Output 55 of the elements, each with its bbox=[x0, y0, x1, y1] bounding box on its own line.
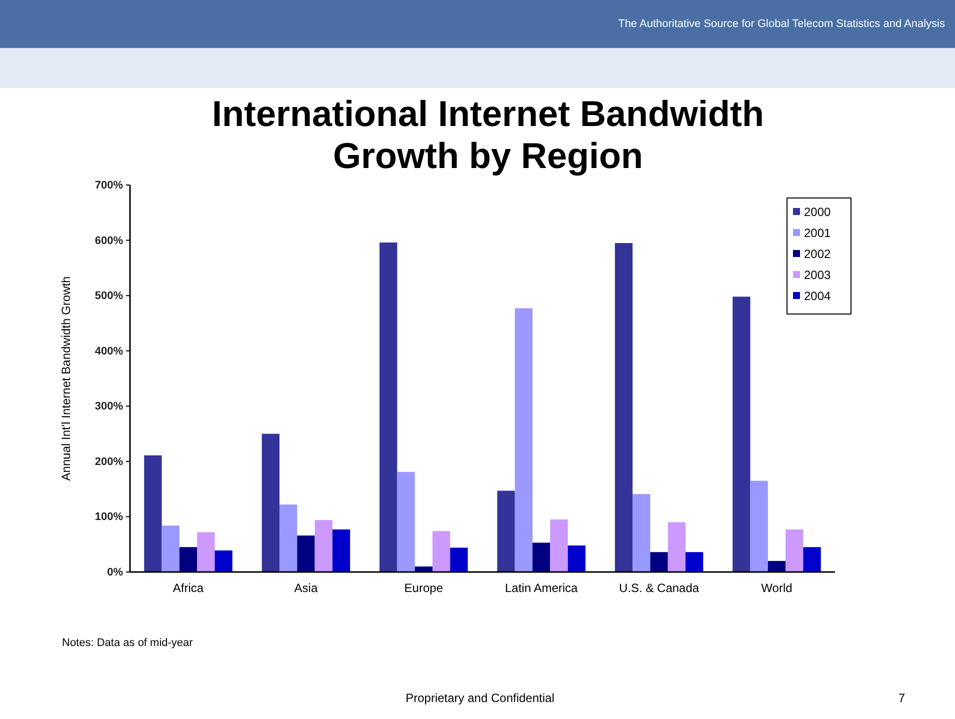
x-tick-label: Africa bbox=[172, 580, 204, 595]
bar bbox=[179, 547, 198, 572]
legend-label: 2001 bbox=[804, 226, 832, 240]
bar bbox=[380, 242, 398, 572]
text: Notes: Data as of mid-year bbox=[62, 637, 194, 649]
bar bbox=[786, 529, 804, 572]
chart-title: International Internet Bandwidth Growth by Region bbox=[212, 93, 764, 176]
y-tick-label: 300% bbox=[94, 400, 124, 413]
y-tick-label: 100% bbox=[94, 511, 124, 524]
bar bbox=[650, 552, 668, 572]
y-tick-label: 200% bbox=[94, 456, 124, 468]
bar bbox=[732, 296, 750, 572]
bar bbox=[314, 520, 332, 572]
bar bbox=[532, 542, 550, 572]
y-tick-label: 700% bbox=[94, 180, 124, 192]
legend-label: 2004 bbox=[804, 289, 832, 303]
bar bbox=[614, 243, 633, 572]
bar bbox=[686, 552, 704, 572]
text: Proprietary and Confidential bbox=[406, 691, 554, 705]
legend-label: 2000 bbox=[804, 205, 832, 219]
y-tick-label: 400% bbox=[94, 345, 124, 358]
legend-label: 2002 bbox=[804, 247, 832, 261]
text: 7 bbox=[898, 691, 906, 705]
y-axis-title: Annual Int'l Internet Bandwidth Growth bbox=[59, 276, 73, 481]
bar bbox=[297, 536, 315, 572]
text: The Authoritative Source for Global Telecom Statistics and Analysis bbox=[618, 18, 946, 30]
bar bbox=[414, 566, 432, 572]
bar bbox=[432, 531, 450, 572]
bar bbox=[550, 519, 568, 572]
y-tick-label: 0% bbox=[107, 566, 124, 579]
x-tick-label: Asia bbox=[294, 580, 318, 595]
bar bbox=[514, 308, 533, 572]
bar bbox=[568, 545, 586, 572]
legend-label: 2003 bbox=[804, 268, 832, 282]
bar bbox=[450, 548, 468, 572]
bar bbox=[332, 529, 350, 572]
bar bbox=[279, 504, 298, 572]
bar bbox=[197, 532, 215, 572]
x-tick-label: U.S. & Canada bbox=[619, 580, 700, 595]
y-tick-label: 500% bbox=[94, 290, 124, 302]
bar bbox=[162, 526, 180, 572]
bar bbox=[497, 490, 515, 572]
bar bbox=[262, 434, 280, 572]
bar bbox=[803, 547, 821, 572]
bar bbox=[397, 472, 415, 572]
bar bbox=[668, 522, 686, 572]
x-tick-label: Latin America bbox=[504, 580, 578, 595]
bar bbox=[214, 550, 232, 572]
x-tick-label: World bbox=[761, 580, 792, 595]
bar bbox=[632, 494, 650, 572]
y-tick-label: 600% bbox=[94, 234, 124, 247]
bar bbox=[768, 560, 786, 572]
x-tick-label: Europe bbox=[404, 580, 444, 595]
bar bbox=[144, 455, 162, 572]
bar bbox=[750, 480, 768, 572]
